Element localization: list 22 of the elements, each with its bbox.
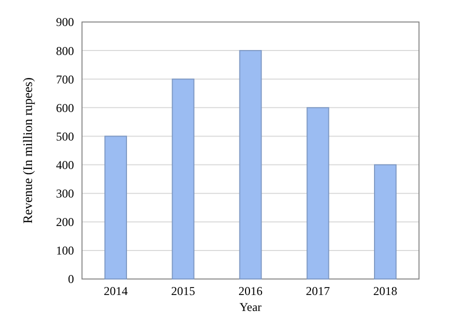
- y-tick-label: 200: [56, 215, 74, 230]
- y-tick-label: 400: [56, 158, 74, 172]
- y-tick-label: 600: [56, 100, 74, 115]
- y-tick-label: 900: [56, 15, 74, 30]
- x-axis-title: Year: [239, 300, 262, 314]
- bar: [239, 50, 262, 280]
- y-tick-label: 700: [56, 72, 74, 86]
- bar: [374, 164, 397, 280]
- y-tick-label: 500: [56, 129, 74, 144]
- y-tick-label: 100: [56, 244, 74, 258]
- y-tick-label: 800: [56, 44, 74, 58]
- y-axis-title: Revenue (In million rupees): [20, 77, 35, 224]
- x-tick-label: 2014: [104, 284, 128, 298]
- bar: [172, 78, 194, 280]
- x-tick-label: 2018: [373, 284, 398, 298]
- bar: [306, 107, 330, 280]
- y-tick-label: 300: [56, 186, 74, 201]
- bar: [104, 136, 127, 280]
- x-tick-label: 2017: [306, 284, 330, 298]
- x-tick-label: 2015: [171, 284, 196, 298]
- y-tick-label: 0: [68, 272, 74, 286]
- x-tick-label: 2016: [238, 284, 262, 298]
